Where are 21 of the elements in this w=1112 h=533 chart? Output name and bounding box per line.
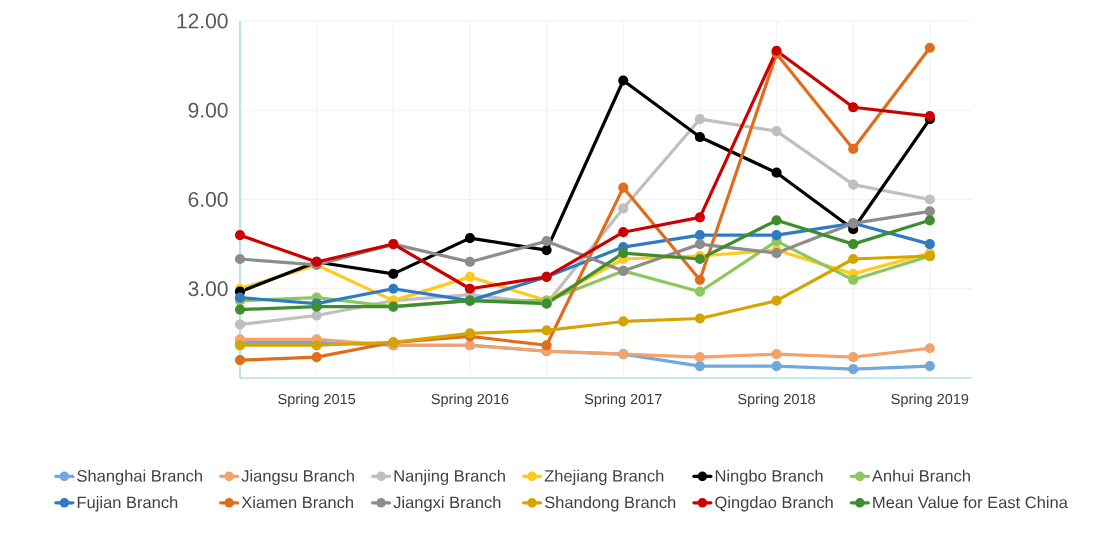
legend-label: Xiamen Branch [241,496,353,509]
x-tick-label: Spring 2019 [891,393,969,408]
x-tick-label: Spring 2018 [738,393,815,408]
legend-label: Zhejiang Branch [544,469,664,486]
legend-label: Jiangsu Branch [241,469,354,486]
x-tick-label: Spring 2017 [584,393,662,408]
legend-label: Fujian Branch [77,496,178,512]
legend-label: Shanghai Branch [77,469,202,486]
legend-label: Ningbo Branch [715,469,823,486]
legend-label: Qingdao Branch [715,496,833,512]
legend-label: Nanjing Branch [394,469,505,486]
y-tick-label: 6.00 [188,192,228,207]
y-tick-label: 12.00 [177,13,228,29]
legend-label: Mean Value for East China [873,496,1068,509]
x-tick-label: Spring 2015 [278,393,356,408]
x-tick-label: Spring 2016 [431,393,509,408]
legend-label: Jiangxi Branch [393,496,501,512]
y-tick-label: 9.00 [188,102,228,118]
legend-label: Shandong Branch [544,496,676,512]
y-tick-label: 3.00 [188,281,228,297]
legend-label: Anhui Branch [871,469,970,482]
